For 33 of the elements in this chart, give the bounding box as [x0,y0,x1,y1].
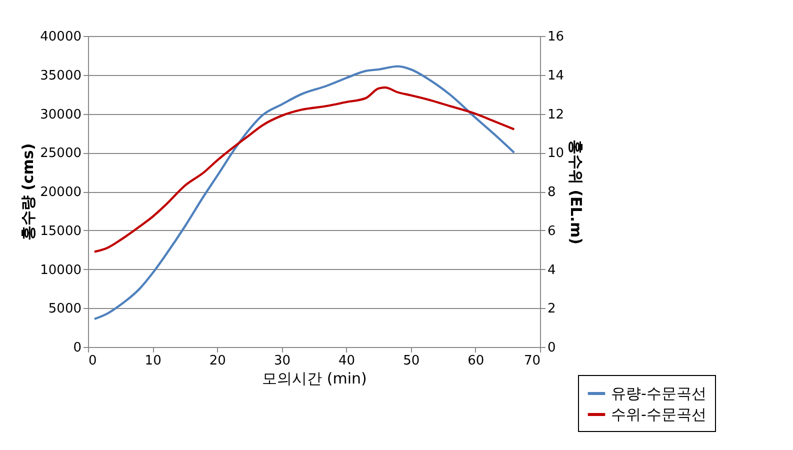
x-tick-label: 0 [88,354,97,368]
y-tick-label: 15000 [40,224,82,239]
y2-axis-title: 홍수위 (EL.m) [567,139,586,245]
x-tick-label: 70 [524,354,540,368]
x-tick-label: 10 [144,354,162,368]
y2-tick-label: 0 [548,340,556,356]
y-tick-label: 5000 [48,302,82,317]
y-axis-title: 홍수량 (cms) [19,143,38,241]
x-tick-label: 60 [468,354,484,368]
x-tick-label: 30 [274,354,290,368]
legend-label: 유량-수문곡선 [611,384,706,402]
y-tick-label: 40000 [40,30,82,44]
y-tick-label: 35000 [40,68,82,84]
y2-tick-label: 12 [548,107,564,122]
x-tick-label: 50 [403,354,420,368]
x-axis-title: 모의시간 (min) [262,370,367,388]
y-tick-label: 10000 [40,262,82,278]
y2-tick-label: 14 [548,68,564,84]
y2-tick-label: 10 [548,146,564,162]
x-tick-label: 40 [338,354,356,368]
y2-tick-label: 6 [548,224,556,239]
y2-tick-label: 8 [548,185,556,200]
x-tick-label: 20 [209,354,226,368]
y2-tick-label: 4 [548,262,556,278]
y2-tick-label: 16 [548,30,564,44]
line-series [93,65,516,320]
legend-label: 수위-수문곡선 [611,406,706,424]
y-tick-label: 25000 [40,146,82,162]
y-tick-label: 0 [73,340,82,356]
y2-tick-label: 2 [548,302,556,317]
y-tick-label: 30000 [40,107,82,122]
y-tick-label: 20000 [40,185,82,200]
line-series [93,86,516,253]
